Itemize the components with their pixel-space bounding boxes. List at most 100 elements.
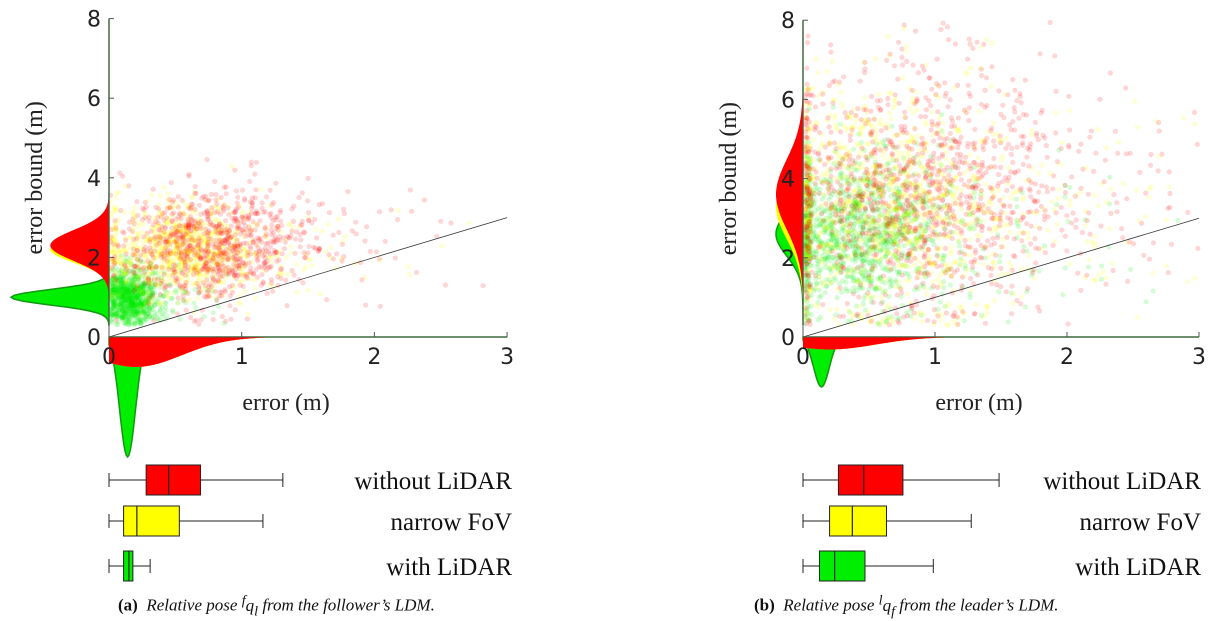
scatter-point <box>836 262 842 268</box>
scatter-point <box>869 215 875 222</box>
scatter-point <box>119 303 125 309</box>
scatter-point <box>868 299 874 305</box>
scatter-point <box>109 210 115 216</box>
scatter-point <box>839 208 845 214</box>
scatter-point <box>228 257 234 263</box>
scatter-point <box>114 205 120 211</box>
scatter-point <box>998 216 1004 222</box>
scatter-point <box>877 277 883 283</box>
scatter-point <box>924 204 930 210</box>
scatter-point <box>220 292 226 298</box>
scatter-point <box>165 263 171 269</box>
scatter-point <box>145 311 151 317</box>
scatter-point <box>854 202 860 208</box>
scatter-point <box>263 262 269 268</box>
scatter-point <box>130 279 136 285</box>
scatter-point <box>924 170 930 176</box>
scatter-point <box>872 230 878 236</box>
scatter-point <box>937 204 943 210</box>
scatter-point <box>120 308 126 314</box>
scatter-point <box>287 235 293 241</box>
scatter-point <box>914 238 920 244</box>
scatter-point <box>845 238 851 244</box>
scatter-point <box>147 236 153 242</box>
scatter-point <box>173 271 179 277</box>
scatter-point <box>114 296 120 302</box>
scatter-point <box>1006 260 1013 266</box>
scatter-point <box>878 261 884 267</box>
scatter-point <box>892 101 898 107</box>
scatter-point <box>241 216 247 222</box>
scatter-point <box>197 273 203 279</box>
scatter-point <box>191 189 197 195</box>
scatter-point <box>294 289 300 295</box>
scatter-point <box>122 312 128 318</box>
scatter-point <box>232 283 238 289</box>
scatter-point <box>204 157 210 163</box>
scatter-point <box>891 238 897 244</box>
scatter-point <box>409 208 415 214</box>
scatter-point <box>874 320 881 326</box>
scatter-point <box>882 254 888 260</box>
scatter-point <box>144 292 150 298</box>
scatter-point <box>213 197 219 203</box>
scatter-point <box>116 296 122 302</box>
scatter-point <box>168 180 174 186</box>
scatter-point <box>125 292 131 298</box>
scatter-point <box>211 255 217 261</box>
scatter-point <box>143 312 149 318</box>
scatter-point <box>852 240 858 247</box>
scatter-point <box>151 285 157 291</box>
scatter-point <box>204 272 210 278</box>
scatter-point <box>913 268 919 274</box>
scatter-point <box>197 232 203 238</box>
scatter-point <box>135 291 141 297</box>
scatter-point <box>122 310 128 316</box>
scatter-point <box>884 245 890 251</box>
scatter-point <box>136 266 142 272</box>
scatter-point <box>848 274 854 280</box>
scatter-point <box>197 283 203 289</box>
scatter-point <box>174 238 180 244</box>
scatter-point <box>861 221 867 227</box>
scatter-point <box>205 264 212 270</box>
scatter-point <box>829 224 835 230</box>
scatter-point <box>259 248 266 254</box>
scatter-point <box>273 217 279 223</box>
scatter-point <box>807 248 813 254</box>
scatter-point <box>919 231 925 237</box>
scatter-point <box>130 277 136 283</box>
scatter-point <box>147 313 153 319</box>
scatter-point <box>169 231 175 237</box>
scatter-point <box>899 150 905 156</box>
scatter-point <box>157 291 163 297</box>
scatter-point <box>862 273 868 279</box>
scatter-point <box>170 307 176 314</box>
scatter-point <box>126 322 132 328</box>
scatter-point <box>844 180 850 187</box>
scatter-point <box>133 271 139 277</box>
scatter-point <box>873 286 879 292</box>
scatter-point <box>165 253 171 259</box>
scatter-point <box>120 312 126 318</box>
scatter-point <box>115 291 121 297</box>
scatter-point <box>860 272 866 278</box>
scatter-point <box>151 318 157 324</box>
scatter-point <box>111 286 117 293</box>
scatter-point <box>188 201 194 207</box>
scatter-point <box>940 253 946 259</box>
scatter-point <box>139 284 145 291</box>
scatter-point <box>239 269 245 275</box>
scatter-point <box>831 115 837 121</box>
scatter-point <box>854 248 860 255</box>
scatter-point <box>234 257 240 263</box>
scatter-point <box>140 310 146 316</box>
scatter-point <box>117 313 123 319</box>
scatter-point <box>185 277 191 283</box>
scatter-point <box>141 270 147 276</box>
scatter-point <box>1024 289 1030 295</box>
scatter-point <box>806 178 812 184</box>
scatter-point <box>845 165 852 171</box>
scatter-point <box>122 286 128 292</box>
scatter-point <box>224 236 230 242</box>
